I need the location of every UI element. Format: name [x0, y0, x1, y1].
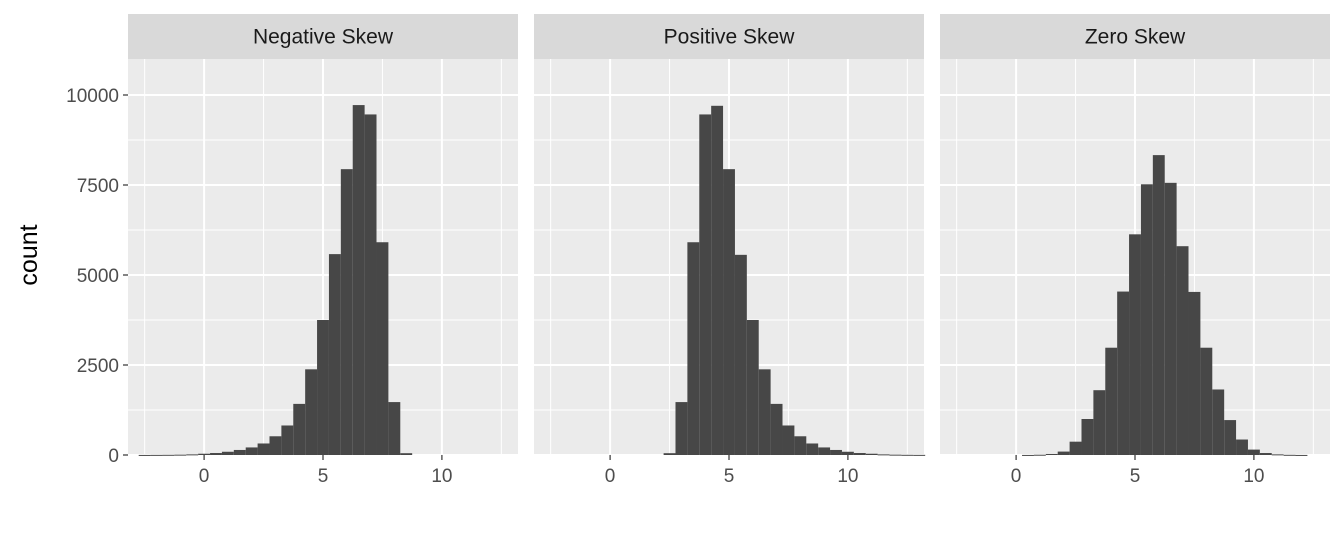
histogram-bar [699, 114, 712, 455]
histogram-bar [877, 454, 890, 456]
facet-strip-label: Negative Skew [253, 26, 394, 49]
histogram-bar [328, 254, 341, 455]
histogram-bar [317, 320, 329, 455]
x-tick-label: 0 [199, 466, 210, 487]
histogram-bar [245, 447, 258, 455]
histogram-bar [305, 369, 318, 455]
x-tick-label: 5 [724, 466, 735, 487]
histogram-bar [663, 453, 676, 455]
histogram-bar [233, 449, 246, 455]
histogram-bar [746, 320, 759, 455]
histogram-bar [198, 453, 211, 455]
histogram-bar [865, 453, 878, 455]
histogram-bar [1069, 441, 1082, 455]
histogram-bar [794, 436, 807, 455]
histogram-bar [1271, 454, 1284, 456]
histogram-bar [1224, 420, 1237, 455]
histogram-bar [830, 449, 842, 455]
histogram-bar [675, 402, 688, 455]
histogram-bar [1188, 291, 1201, 455]
histogram-bar [782, 425, 795, 455]
histogram-bar [1105, 347, 1118, 455]
y-tick-label: 7500 [77, 176, 119, 197]
histogram-bar [1212, 389, 1225, 455]
y-tick-label: 10000 [66, 86, 119, 107]
y-tick-label: 5000 [77, 266, 119, 287]
y-axis-title: count [15, 224, 43, 285]
histogram-bar [723, 169, 735, 455]
histogram-bar [1117, 291, 1130, 455]
histogram-bar [1045, 453, 1058, 455]
x-tick-label: 0 [605, 466, 616, 487]
histogram-bar [221, 451, 234, 455]
histogram-bar [388, 402, 401, 455]
histogram-bar [174, 454, 187, 456]
histogram-bar [770, 403, 783, 455]
histogram-bar [269, 436, 282, 455]
x-tick-label: 5 [318, 466, 329, 487]
histogram-bar [364, 114, 377, 455]
histogram-bar [1259, 453, 1272, 455]
y-tick-label: 2500 [77, 356, 119, 377]
histogram-bar [186, 454, 199, 456]
x-tick-label: 10 [837, 466, 858, 487]
histogram-bar [1022, 454, 1034, 456]
histogram-bar [293, 403, 306, 455]
histogram-bar [1236, 439, 1248, 455]
histogram-bar [1200, 347, 1213, 455]
histogram-bar [806, 443, 819, 455]
histogram-bar [901, 454, 914, 456]
facet-panel-2: Positive Skew 0 5 10 [534, 14, 926, 487]
x-tick-label: 10 [431, 466, 452, 487]
histogram-bar [1283, 454, 1296, 456]
histogram-bar [257, 443, 270, 455]
histogram-bar [281, 425, 294, 455]
histogram-bar [1081, 419, 1094, 455]
y-axis: 0 2500 5000 7500 10000 [66, 86, 128, 467]
histogram-bar [841, 451, 854, 455]
facet-panel-3: Zero Skew 0 5 10 [940, 14, 1330, 487]
histogram-bar [818, 447, 831, 455]
histogram-bar [711, 105, 724, 456]
facet-strip-label: Positive Skew [664, 26, 796, 49]
histogram-bar [210, 453, 222, 455]
histogram-bar [1164, 182, 1177, 455]
histogram-bar [1176, 246, 1189, 455]
histogram-bar [758, 369, 771, 455]
histogram-bar [1140, 184, 1153, 455]
histogram-bar [1247, 449, 1260, 455]
histogram-bar [853, 453, 866, 455]
histogram-bar [913, 454, 926, 456]
histogram-bar [1129, 234, 1141, 455]
facet-strip-label: Zero Skew [1085, 26, 1186, 49]
y-tick-label: 0 [108, 446, 119, 467]
histogram-bar [352, 105, 365, 455]
histogram-bar [1093, 390, 1106, 455]
histogram-bar [1295, 454, 1308, 456]
facet-strip [128, 14, 518, 59]
histogram-bar [1057, 451, 1070, 455]
facet-panel-1: Negative Skew 0 5 10 [128, 14, 518, 487]
histogram-bar [1152, 155, 1165, 455]
x-tick-label: 5 [1130, 466, 1141, 487]
histogram-bar [376, 242, 389, 455]
x-tick-label: 10 [1243, 466, 1264, 487]
histogram-bar [150, 454, 163, 456]
facet-strip [940, 14, 1330, 59]
x-tick-label: 0 [1011, 466, 1022, 487]
histogram-bar [889, 454, 902, 456]
histogram-bar [138, 454, 151, 456]
facet-strip [534, 14, 924, 59]
histogram-bar [1033, 454, 1046, 456]
histogram-bar [400, 453, 413, 455]
histogram-bar [162, 454, 175, 456]
histogram-bar [687, 242, 700, 455]
histogram-bar [340, 169, 353, 455]
histogram-bar [734, 254, 747, 455]
